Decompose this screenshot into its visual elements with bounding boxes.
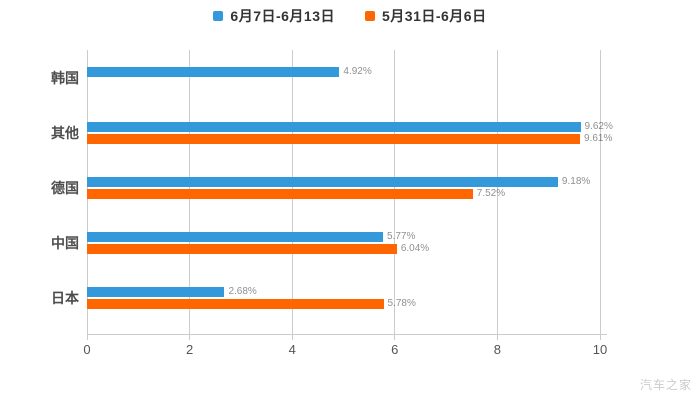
legend-item-week-may31-jun6[interactable]: 5月31日-6月6日 [365,6,487,26]
category-label: 日本 [51,289,79,306]
bar-value-label: 2.68% [228,285,257,297]
bar-value-label: 5.77% [387,230,416,242]
watermark: 汽车之家 [639,378,692,392]
category-label: 德国 [51,179,79,196]
category-label: 中国 [51,234,79,251]
x-tick-label: 2 [185,342,194,357]
bar-series2-row5 [87,298,384,309]
bar-series2-row4 [87,243,397,254]
gridline [496,50,498,334]
legend-swatch-blue-icon [213,11,224,21]
category-label: 其他 [51,124,79,141]
bar-series1-row5 [87,286,225,297]
x-tick [291,335,293,340]
bar-value-label: 4.92% [343,65,372,77]
x-tick-label: 10 [592,342,608,357]
x-tick-label: 0 [83,342,91,357]
x-tick [599,335,601,340]
bar-series1-row2 [87,121,581,132]
bar-value-label: 9.18% [561,175,591,187]
legend-swatch-orange-icon [365,11,375,21]
bar-series1-row1 [87,66,340,77]
legend: 6月7日-6月13日 5月31日-6月6日 [0,5,700,27]
x-tick-label: 8 [493,342,501,357]
x-tick-label: 4 [288,342,296,357]
bar-series2-row2 [87,133,580,144]
bar-value-label: 9.62% [584,120,613,132]
x-tick [86,335,88,340]
bar-value-label: 6.04% [400,242,430,254]
bar-value-label: 5.78% [387,297,416,309]
bar-value-label: 7.52% [476,187,506,199]
x-tick [394,335,396,340]
legend-label: 5月31日-6月6日 [382,8,487,24]
bar-value-label: 9.61% [583,132,613,144]
bar-series2-row3 [87,188,473,199]
legend-label: 6月7日-6月13日 [230,8,335,24]
x-axis-line [87,334,607,335]
bar-series1-row4 [87,231,383,242]
legend-item-week-jun7-jun13[interactable]: 6月7日-6月13日 [213,6,335,26]
category-label: 韩国 [51,69,79,86]
x-tick [496,335,498,340]
bar-series1-row3 [87,176,558,187]
gridline [599,50,601,334]
plot-area: 4.92% 9.62% 9.18% 5.77% 2.68% 9.61% 7.52% 6.04%… [86,50,613,334]
x-tick-label: 6 [391,342,399,357]
x-tick [189,335,191,340]
